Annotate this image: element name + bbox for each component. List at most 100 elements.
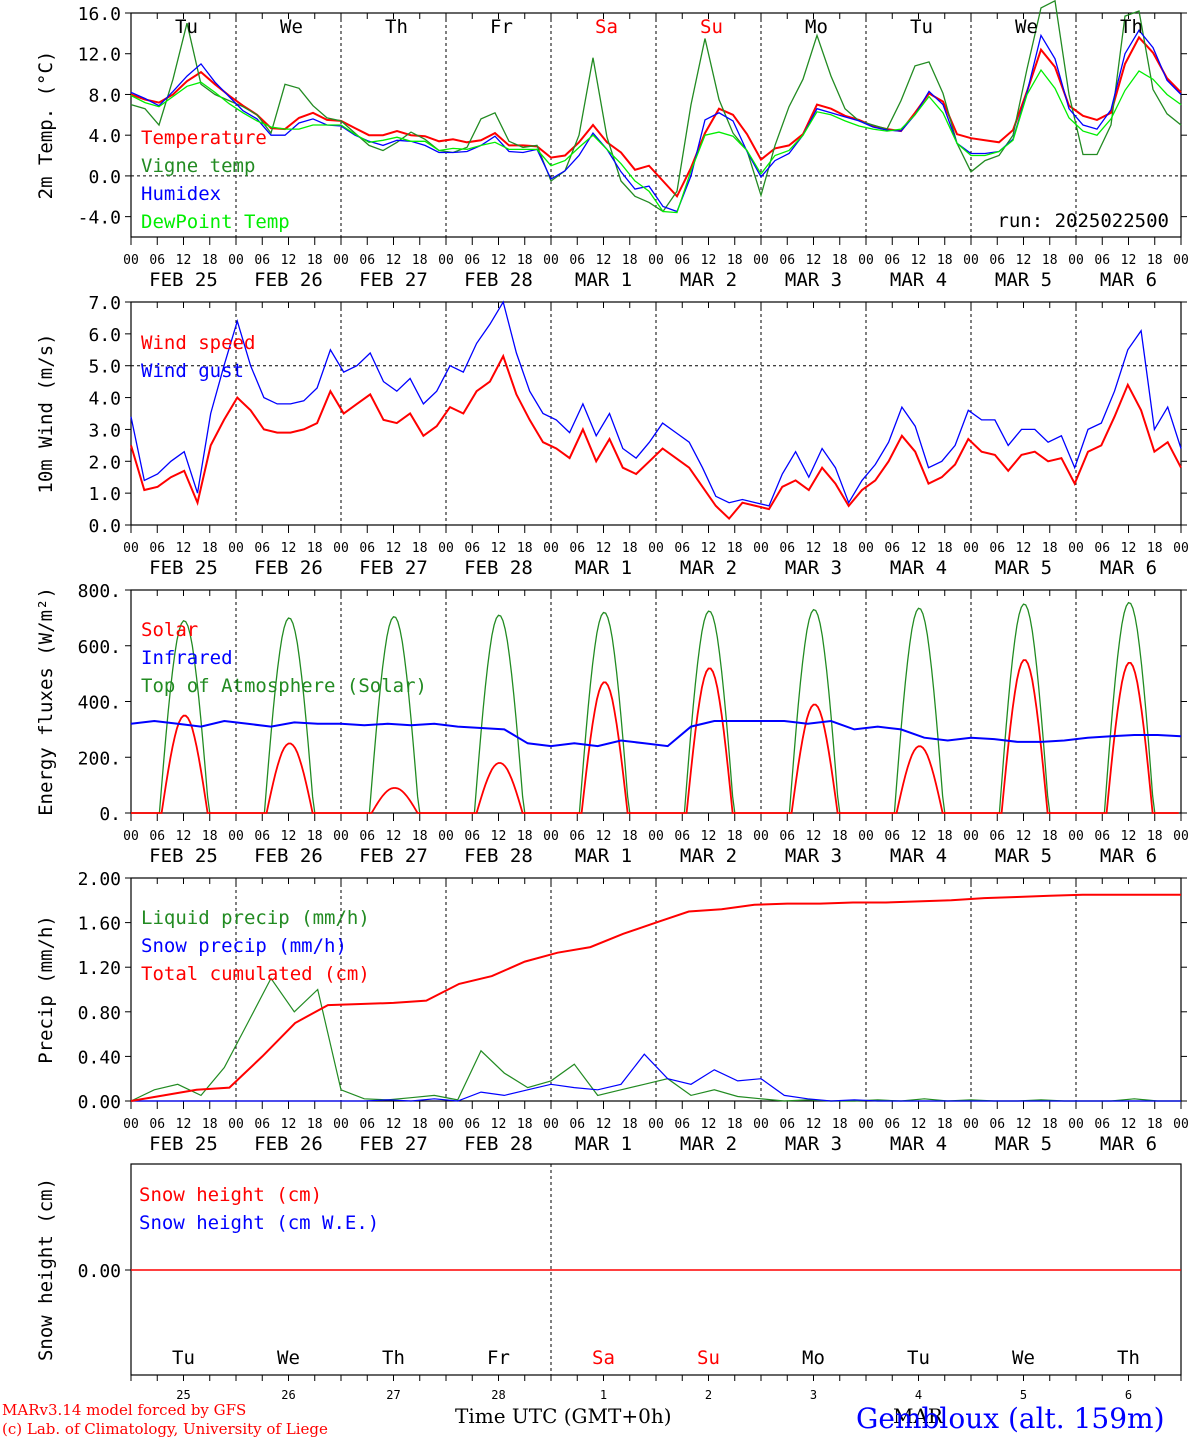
hour-tick-label: 00: [963, 541, 979, 556]
y-tick-label: 0.40: [78, 1047, 121, 1068]
hour-tick-label: 06: [674, 829, 690, 844]
hour-tick-label: 00: [123, 1117, 139, 1132]
date-label: MAR 1: [575, 1133, 632, 1155]
hour-tick-label: 12: [1121, 1117, 1137, 1132]
date-label: FEB 28: [464, 1133, 533, 1155]
date-label: MAR 3: [785, 557, 842, 579]
hour-tick-label: 12: [386, 253, 402, 268]
hour-tick-label: 00: [1068, 253, 1084, 268]
hour-tick-label: 00: [438, 1117, 454, 1132]
date-label: FEB 27: [359, 557, 428, 579]
hour-tick-label: 00: [1173, 1117, 1189, 1132]
hour-tick-label: 00: [963, 1117, 979, 1132]
series-wind-speed: [130, 353, 1182, 521]
hour-tick-label: 06: [569, 829, 585, 844]
y-tick-label: 8.0: [88, 85, 121, 106]
hour-tick-label: 00: [753, 829, 769, 844]
hour-tick-label: 06: [149, 253, 165, 268]
date-label: MAR 1: [575, 845, 632, 867]
series-top-of-atmosphere: [131, 601, 1179, 814]
hour-tick-label: 06: [464, 1117, 480, 1132]
hour-tick-label: 00: [963, 829, 979, 844]
date-label: MAR 5: [995, 557, 1052, 579]
y-axis-label: 2m Temp. (°C): [35, 51, 57, 200]
hour-tick-label: 12: [281, 541, 297, 556]
day-number-label: 5: [1020, 1388, 1027, 1402]
hour-tick-label: 06: [779, 541, 795, 556]
model-line: MARv3.14 model forced by GFS: [2, 1401, 247, 1419]
y-tick-label: 16.0: [78, 4, 121, 25]
y-tick-label: 1.60: [78, 914, 121, 935]
hour-tick-label: 18: [937, 829, 953, 844]
hour-tick-label: 06: [884, 253, 900, 268]
hour-tick-label: 18: [937, 1117, 953, 1132]
hour-tick-label: 12: [1121, 829, 1137, 844]
hour-tick-label: 00: [858, 253, 874, 268]
hour-tick-label: 18: [1147, 541, 1163, 556]
hour-tick-label: 18: [1147, 829, 1163, 844]
legend-solar: Solar: [141, 619, 198, 641]
hour-tick-label: 18: [622, 829, 638, 844]
legend-total-cumulated-cm-: Total cumulated (cm): [141, 963, 370, 985]
series-snow-precip-mm-h-: [131, 1053, 1181, 1102]
hour-tick-label: 18: [937, 541, 953, 556]
day-label: Th: [1117, 1347, 1140, 1369]
hour-tick-label: 18: [622, 1117, 638, 1132]
date-label: MAR 4: [890, 557, 947, 579]
y-tick-label: 0.: [99, 804, 121, 825]
hour-tick-label: 12: [176, 253, 192, 268]
model-credit: MARv3.14 model forced by GFS (c) Lab. of…: [2, 1401, 328, 1439]
date-label: FEB 26: [254, 845, 323, 867]
series-infrared: [130, 719, 1182, 748]
run-label: run: 2025022500: [997, 210, 1169, 232]
hour-tick-label: 18: [1147, 1117, 1163, 1132]
hour-tick-label: 12: [1016, 253, 1032, 268]
hour-tick-label: 06: [1094, 253, 1110, 268]
hour-tick-label: 18: [727, 829, 743, 844]
y-axis-label: Precip (mm/h): [35, 915, 57, 1064]
hour-tick-label: 06: [254, 541, 270, 556]
hour-tick-label: 00: [753, 1117, 769, 1132]
hour-tick-label: 06: [254, 829, 270, 844]
day-label: Sa: [595, 16, 618, 38]
day-label: Th: [385, 16, 408, 38]
hour-tick-label: 18: [1042, 1117, 1058, 1132]
y-tick-label: 600.: [78, 637, 121, 658]
hour-tick-label: 12: [911, 253, 927, 268]
hour-tick-label: 00: [1173, 253, 1189, 268]
day-number-label: 1: [600, 1388, 607, 1402]
y-tick-label: 7.0: [88, 293, 121, 314]
hour-tick-label: 06: [989, 1117, 1005, 1132]
hour-tick-label: 06: [884, 829, 900, 844]
legend-infrared: Infrared: [141, 647, 233, 669]
hour-tick-label: 12: [1016, 541, 1032, 556]
day-number-label: 2: [705, 1388, 712, 1402]
date-label: FEB 25: [149, 845, 218, 867]
hour-tick-label: 06: [149, 1117, 165, 1132]
y-axis-label: Snow height (cm): [35, 1178, 57, 1361]
hour-tick-label: 12: [176, 1117, 192, 1132]
hour-tick-label: 18: [307, 541, 323, 556]
hour-tick-label: 00: [123, 541, 139, 556]
y-tick-label: 2.00: [78, 869, 121, 890]
y-tick-label: 4.0: [88, 126, 121, 147]
hour-tick-label: 00: [753, 541, 769, 556]
legend-snow-height-cm-: Snow height (cm): [139, 1184, 322, 1206]
legend-wind-gust: Wind gust: [141, 360, 244, 382]
hour-tick-label: 12: [911, 829, 927, 844]
y-tick-label: 0.00: [78, 1092, 121, 1113]
date-label: FEB 26: [254, 557, 323, 579]
day-label: We: [280, 16, 303, 38]
panel-frame-3: [130, 589, 1182, 814]
date-label: MAR 3: [785, 1133, 842, 1155]
hour-tick-label: 00: [123, 253, 139, 268]
hour-tick-label: 00: [228, 253, 244, 268]
hour-tick-label: 12: [176, 829, 192, 844]
hour-tick-label: 06: [674, 541, 690, 556]
hour-tick-label: 00: [333, 829, 349, 844]
date-label: FEB 25: [149, 1133, 218, 1155]
hour-tick-label: 12: [491, 1117, 507, 1132]
hour-tick-label: 06: [464, 829, 480, 844]
panel-frame-1: [130, 12, 1182, 238]
date-label: MAR 5: [995, 269, 1052, 291]
